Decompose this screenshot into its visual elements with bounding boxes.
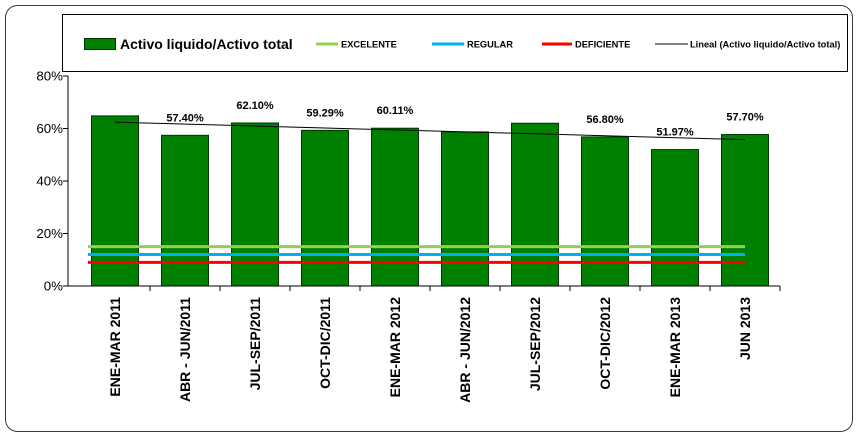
bar xyxy=(511,122,559,287)
legend-item-deficiente: DEFICIENTE xyxy=(542,39,630,49)
bar xyxy=(721,134,769,287)
trendline xyxy=(114,121,746,141)
legend-label-bar: Activo liquido/Activo total xyxy=(120,36,293,52)
data-label: 57.70% xyxy=(726,112,764,124)
legend-item-bar-series: Activo liquido/Activo total xyxy=(84,36,293,52)
data-label: 57.40% xyxy=(166,112,204,124)
axes: 0% 20% 40% 60% 80% ENE-MAR 2011 ABR - JUN/2011… xyxy=(36,69,781,403)
data-labels: 57.40% 62.10% 59.29% 60.11% 56.80% 51.97% 57.7… xyxy=(166,100,764,139)
x-tick-label: ABR - JUN/2012 xyxy=(457,297,473,403)
y-tick-label: 60% xyxy=(36,121,63,136)
bar xyxy=(301,129,349,287)
x-tick-label: OCT-DIC/2011 xyxy=(317,297,333,389)
legend-label-regular: REGULAR xyxy=(467,39,513,49)
bar xyxy=(441,131,489,287)
legend-swatch-bar xyxy=(84,38,116,50)
legend-item-trendline: Lineal (Activo liquido/Activo total) xyxy=(655,39,840,49)
bar xyxy=(231,122,279,287)
x-tick-label: ABR - JUN/2011 xyxy=(177,297,193,402)
data-label: 59.29% xyxy=(306,107,344,119)
legend: Activo liquido/Activo total EXCELENTE RE… xyxy=(62,14,848,72)
legend-label-trendline: Lineal (Activo liquido/Activo total) xyxy=(690,39,840,49)
trendline-layer xyxy=(114,121,746,141)
x-tick-label: JUL-SEP/2012 xyxy=(527,297,543,391)
legend-item-regular: REGULAR xyxy=(432,39,513,49)
y-tick-label: 80% xyxy=(36,69,63,84)
x-tick-label: JUN 2013 xyxy=(737,297,753,360)
legend-label-excelente: EXCELENTE xyxy=(341,39,397,49)
legend-item-excelente: EXCELENTE xyxy=(316,39,397,49)
chart-area-border xyxy=(5,5,853,432)
x-tick-label: ENE-MAR 2012 xyxy=(387,297,403,398)
y-tick-label: 40% xyxy=(36,174,63,189)
bar xyxy=(91,115,139,287)
reference-lines xyxy=(88,245,745,264)
x-tick-label: ENE-MAR 2011 xyxy=(107,297,123,397)
x-tick-label: ENE-MAR 2013 xyxy=(667,297,683,398)
y-tick-label: 0% xyxy=(44,279,63,294)
data-label: 62.10% xyxy=(236,100,274,112)
x-tick-label: OCT-DIC/2012 xyxy=(597,297,613,390)
y-tick-label: 20% xyxy=(36,226,63,241)
x-tick-label: JUL-SEP/2011 xyxy=(247,297,263,391)
data-label: 60.11% xyxy=(377,105,414,117)
bar xyxy=(371,127,419,287)
data-label: 51.97% xyxy=(656,127,694,139)
bar xyxy=(651,149,699,287)
legend-label-deficiente: DEFICIENTE xyxy=(575,39,630,49)
plot-area: 0% 20% 40% 60% 80% ENE-MAR 2011 ABR - JUN/2011… xyxy=(36,69,781,403)
data-label: 56.80% xyxy=(586,114,624,126)
